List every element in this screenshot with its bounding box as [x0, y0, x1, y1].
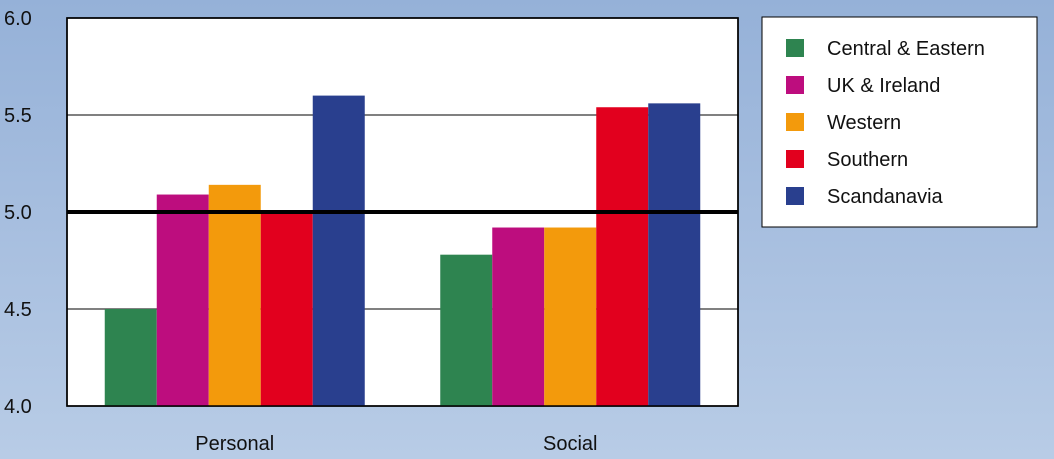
- x-axis-ticks: Personal Social: [195, 433, 597, 455]
- legend-entry: Scandanavia: [786, 186, 944, 208]
- legend-box: [761, 16, 1038, 228]
- legend-label: Central & Eastern: [827, 38, 985, 60]
- bar: [544, 227, 597, 406]
- legend-label: Western: [827, 112, 901, 134]
- y-tick-label: 4.0: [4, 396, 32, 418]
- bars: [104, 95, 701, 407]
- bar: [156, 194, 209, 406]
- x-tick-label: Personal: [195, 433, 274, 455]
- bar: [492, 227, 545, 406]
- bar: [208, 184, 261, 406]
- y-tick-label: 5.0: [4, 202, 32, 224]
- legend-swatch: [786, 76, 804, 94]
- legend-swatch: [786, 150, 804, 168]
- legend-entry: UK & Ireland: [786, 75, 940, 97]
- legend-entry: Central & Eastern: [786, 38, 985, 60]
- plot-border: [66, 17, 739, 407]
- bar: [104, 309, 157, 406]
- bar: [648, 103, 701, 407]
- y-axis-ticks: 4.0 4.5 5.0 5.5 6.0: [4, 8, 32, 418]
- legend-entry: Western: [786, 112, 901, 134]
- legend-swatch: [786, 187, 804, 205]
- y-tick-label: 4.5: [4, 299, 32, 321]
- legend-swatch: [786, 113, 804, 131]
- legend: Central & Eastern UK & Ireland Western Sout…: [761, 16, 1038, 228]
- bar: [440, 254, 493, 406]
- legend-label: Southern: [827, 149, 908, 171]
- legend-entries: Central & Eastern UK & Ireland Western Sout…: [786, 38, 985, 208]
- x-tick-label: Social: [543, 433, 597, 455]
- bar: [596, 107, 649, 407]
- y-tick-label: 6.0: [4, 8, 32, 30]
- bar: [260, 210, 313, 406]
- y-tick-label: 5.5: [4, 105, 32, 127]
- legend-swatch: [786, 39, 804, 57]
- legend-label: Scandanavia: [827, 186, 944, 208]
- legend-label: UK & Ireland: [827, 75, 940, 97]
- legend-entry: Southern: [786, 149, 908, 171]
- bar: [312, 95, 365, 406]
